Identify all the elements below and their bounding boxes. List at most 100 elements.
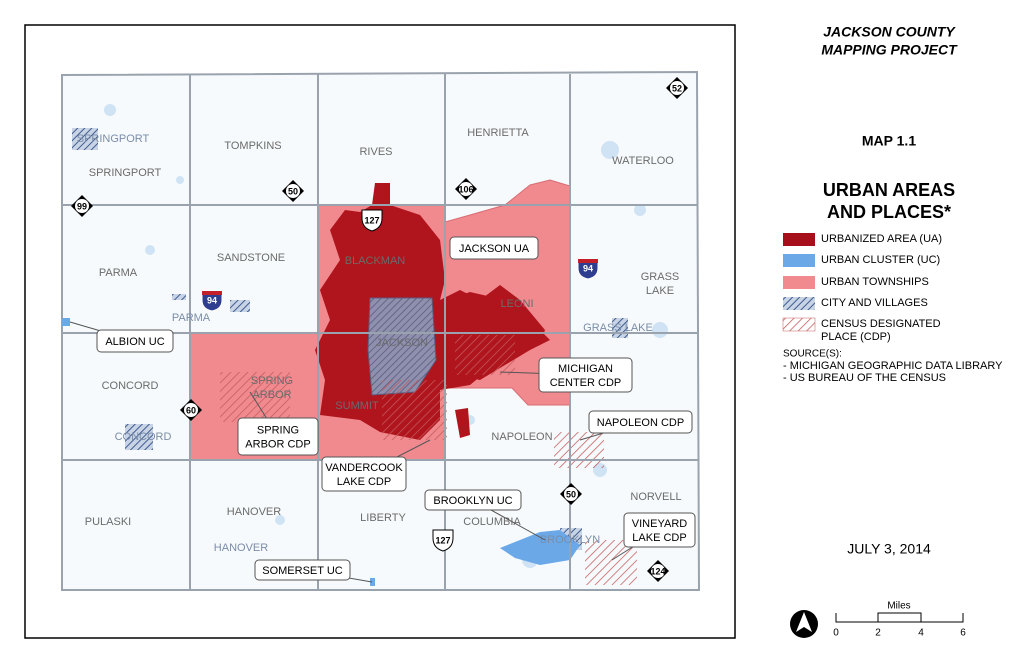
callout-label: JACKSON UA — [459, 243, 530, 255]
urban-cluster — [370, 578, 375, 586]
township-label: PULASKI — [85, 516, 131, 528]
callout-box — [96, 329, 174, 353]
state-route-disc — [651, 564, 665, 578]
legend-label: URBAN TOWNSHIPS — [821, 276, 929, 288]
state-route-disc — [670, 81, 684, 95]
callout-box — [424, 489, 522, 511]
legend-label: URBANIZED AREA (UA) — [821, 233, 942, 245]
callout-box — [254, 559, 351, 581]
township-label: JACKSON — [376, 337, 428, 349]
callout-label: CENTER CDP — [550, 377, 622, 389]
highway-number: 99 — [77, 201, 87, 211]
township-label: SUMMIT — [335, 400, 379, 412]
township-label: RIVES — [359, 146, 392, 158]
highway-number: 106 — [458, 184, 473, 194]
township-label: SPRINGPORT — [89, 167, 162, 179]
state-route-disc — [459, 182, 473, 196]
legend-label: CENSUS DESIGNATED — [821, 318, 941, 330]
urban-cluster — [62, 318, 70, 326]
highway-number: 124 — [650, 566, 665, 576]
township-label: NAPOLEON — [491, 431, 552, 443]
legend-swatch — [783, 233, 815, 246]
source-item: - US BUREAU OF THE CENSUS — [783, 372, 946, 384]
highway-number: 94 — [207, 295, 217, 305]
township-label: ARBOR — [252, 389, 291, 401]
cdp-area — [220, 372, 290, 422]
scale-tick-label: 4 — [918, 628, 924, 639]
lake — [634, 204, 646, 216]
legend-swatch — [783, 254, 815, 267]
lake — [601, 141, 619, 159]
place-label: HANOVER — [214, 542, 268, 554]
interstate-shield — [577, 258, 599, 280]
legend-swatch — [783, 297, 815, 310]
township-label: WATERLOO — [612, 155, 674, 167]
source-item: - MICHIGAN GEOGRAPHIC DATA LIBRARY — [783, 360, 1003, 372]
callout-box — [538, 357, 633, 393]
lake — [104, 104, 116, 116]
place-label: GRASS LAKE — [583, 322, 653, 334]
place-label: BROOKLYN — [540, 534, 600, 546]
place-label: PARMA — [172, 312, 211, 324]
highway-number: 52 — [672, 83, 682, 93]
scale-title: Miles — [887, 601, 910, 612]
legend-swatch — [783, 276, 815, 289]
place-label: CONCORD — [115, 431, 172, 443]
highway-number: 127 — [364, 215, 379, 225]
callout-label: VINEYARD — [632, 518, 687, 530]
interstate-cap — [202, 291, 222, 295]
lake — [275, 515, 285, 525]
map-number: MAP 1.1 — [862, 133, 916, 149]
village — [172, 294, 186, 300]
village — [230, 300, 250, 312]
state-route-disc — [75, 199, 89, 213]
legend-label: PLACE (CDP) — [821, 331, 891, 343]
us-route-shield — [432, 529, 454, 552]
callout-label: SPRING — [257, 424, 299, 436]
township-label: NORVELL — [630, 491, 681, 503]
scale-tick-label: 0 — [833, 628, 839, 639]
lake — [652, 322, 668, 338]
township-label: GRASS — [641, 271, 680, 283]
township-label: CONCORD — [102, 380, 159, 392]
date: JULY 3, 2014 — [847, 541, 931, 557]
callout-label: ALBION UC — [105, 336, 164, 348]
township-label: LIBERTY — [360, 512, 406, 524]
title: MAPPING PROJECT — [821, 42, 958, 58]
highway-number: 127 — [435, 535, 450, 545]
cdp-area — [382, 380, 447, 440]
township-label: SPRING — [251, 375, 293, 387]
highway-number: 94 — [583, 263, 593, 273]
township-label: TOMPKINS — [224, 140, 281, 152]
scale-bar-mid — [877, 612, 922, 622]
highway-number: 50 — [566, 489, 576, 499]
place-label: SPRINGPORT — [77, 133, 150, 145]
state-route-disc — [286, 184, 300, 198]
village — [72, 128, 98, 150]
urban-cluster — [500, 530, 580, 565]
state-route-disc — [564, 487, 578, 501]
callout-box — [449, 236, 539, 260]
callout-label: MICHIGAN — [558, 363, 613, 375]
legend-swatch — [782, 317, 816, 332]
title: JACKSON COUNTY — [823, 24, 956, 40]
urbanized-area — [455, 408, 470, 438]
us-route-shield — [361, 209, 383, 232]
sources-title: SOURCE(S): — [783, 349, 842, 360]
township-label: SANDSTONE — [217, 252, 285, 264]
callout-label: LAKE CDP — [337, 476, 391, 488]
village — [125, 424, 153, 450]
callout-label: LAKE CDP — [632, 532, 686, 544]
state-route-disc — [184, 403, 198, 417]
cdp-area — [455, 335, 515, 375]
interstate-shield — [201, 290, 223, 312]
scale-bar — [835, 613, 964, 623]
legend-label: URBAN CLUSTER (UC) — [821, 254, 940, 266]
north-arrow-needle — [796, 612, 812, 632]
callout-box — [623, 512, 696, 548]
township-label: HANOVER — [227, 506, 281, 518]
callout-label: VANDERCOOK — [325, 462, 403, 474]
